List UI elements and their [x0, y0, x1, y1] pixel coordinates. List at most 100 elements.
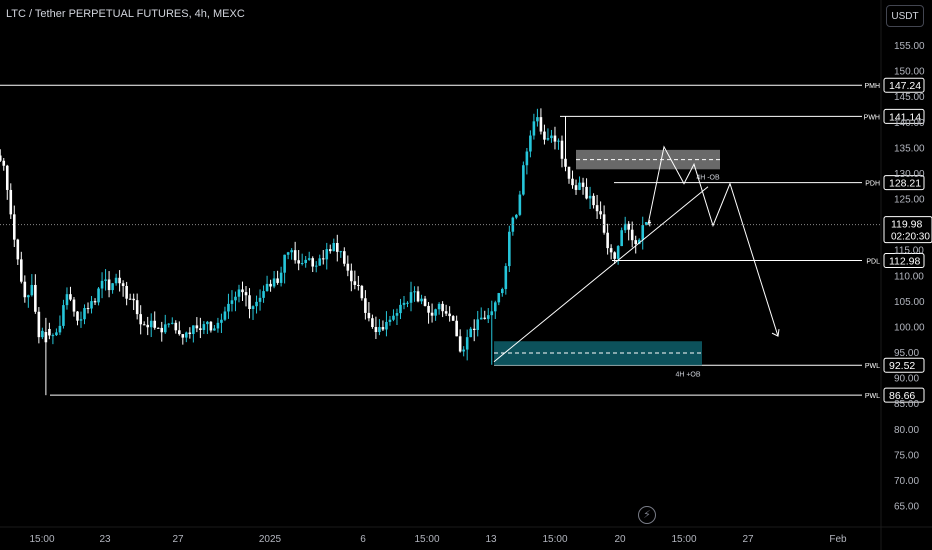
candle-body	[2, 160, 6, 166]
projected-path	[647, 145, 779, 337]
candle-body	[216, 322, 220, 329]
time-axis: 15:00 23 27 2025 6 15:00 13 15:00 20 15:00 27 Feb	[29, 534, 847, 545]
candle-body	[630, 229, 634, 241]
price-axis: 155.00 150.00 145.00 140.00 135.00 130.00 125.…	[894, 41, 925, 513]
candle-body	[163, 324, 167, 333]
candle-body	[276, 278, 279, 283]
candle-body	[220, 319, 223, 323]
candle-body	[546, 138, 550, 140]
level-name: PDL	[866, 259, 880, 266]
order-block-label: 4H -OB	[696, 174, 720, 181]
candle-body	[532, 121, 536, 136]
level-value: 112.98	[889, 256, 920, 268]
candle-body	[493, 302, 497, 312]
candle-body	[529, 135, 532, 152]
candle-body	[402, 302, 406, 305]
candle-body	[234, 296, 237, 301]
candle-body	[76, 311, 79, 321]
time-tick-label: 15:00	[542, 534, 567, 545]
candle-body	[490, 311, 494, 316]
candle-body	[560, 140, 564, 159]
candle-body	[420, 298, 423, 302]
candle-body	[213, 328, 216, 331]
candle-body	[307, 258, 311, 260]
candle-body	[244, 292, 248, 296]
candle-body	[100, 280, 104, 289]
candle-body	[644, 222, 648, 226]
candle-body	[371, 318, 374, 328]
candle-body	[20, 259, 23, 282]
candle-body	[223, 311, 227, 320]
candle-body	[314, 265, 318, 267]
price-tick-label: 85.00	[894, 399, 919, 410]
candle-body	[409, 292, 413, 303]
candle-body	[79, 319, 83, 321]
candle-body	[472, 328, 476, 330]
level-name: PMH	[864, 83, 880, 90]
level-badge	[883, 253, 925, 269]
candle-body	[262, 291, 265, 298]
candle-body	[237, 289, 241, 297]
candle-body	[283, 254, 286, 273]
candle-body	[539, 117, 543, 132]
candle-body	[269, 283, 272, 287]
candle-body	[174, 322, 178, 331]
candle-body	[318, 258, 322, 266]
price-tick-label: 75.00	[894, 450, 919, 461]
candle-body	[536, 117, 539, 122]
candle-body	[16, 239, 20, 260]
price-tick-label: 130.00	[894, 169, 925, 180]
candle-body	[588, 195, 592, 199]
candle-body	[416, 291, 420, 302]
candle-body	[350, 270, 353, 282]
candle-body	[37, 311, 41, 338]
candle-body	[90, 301, 93, 309]
candle-body	[55, 332, 58, 336]
candle-body	[86, 308, 90, 310]
symbol-title[interactable]: LTC / Tether PERPETUAL FUTURES, 4h, MEXC	[6, 8, 245, 20]
candle-body	[297, 260, 300, 264]
price-tick-label: 140.00	[894, 118, 925, 129]
candle-body	[399, 304, 402, 314]
lightning-bolt-icon[interactable]: ⚡︎	[638, 506, 656, 524]
candle-body	[641, 225, 645, 240]
candle-body	[125, 285, 128, 299]
candle-body	[613, 252, 616, 259]
candle-body	[508, 231, 511, 267]
candle-body	[346, 263, 350, 271]
candle-body	[620, 230, 623, 247]
level-badge	[883, 387, 925, 403]
candle-body	[343, 251, 346, 264]
order-block-label: 4H +OB	[675, 371, 700, 378]
trendline	[493, 186, 709, 363]
level-name: PWL	[865, 393, 880, 400]
candle-body	[423, 298, 427, 306]
candle-body	[616, 246, 620, 259]
candle-body	[448, 313, 451, 317]
candle-body	[104, 279, 107, 281]
candle-body	[564, 158, 567, 167]
time-tick-label: 15:00	[414, 534, 439, 545]
candle-body	[525, 151, 529, 166]
candle-body	[427, 305, 430, 313]
price-tick-label: 150.00	[894, 67, 925, 78]
candle-body	[595, 205, 599, 212]
currency-button[interactable]: USDT	[886, 5, 924, 27]
price-tick-label: 155.00	[894, 41, 925, 52]
candle-body	[511, 217, 515, 232]
candlestick-series	[0, 108, 652, 396]
candle-body	[609, 248, 613, 253]
candle-body	[304, 259, 307, 264]
candle-body	[156, 327, 160, 329]
candle-body	[279, 272, 283, 283]
candle-body	[634, 240, 638, 245]
candle-body	[65, 294, 69, 306]
candle-body	[12, 214, 16, 240]
candle-body	[30, 284, 34, 296]
countdown-label: 02:20:30	[891, 232, 930, 243]
candle-body	[0, 155, 2, 161]
level-badge	[883, 175, 925, 191]
